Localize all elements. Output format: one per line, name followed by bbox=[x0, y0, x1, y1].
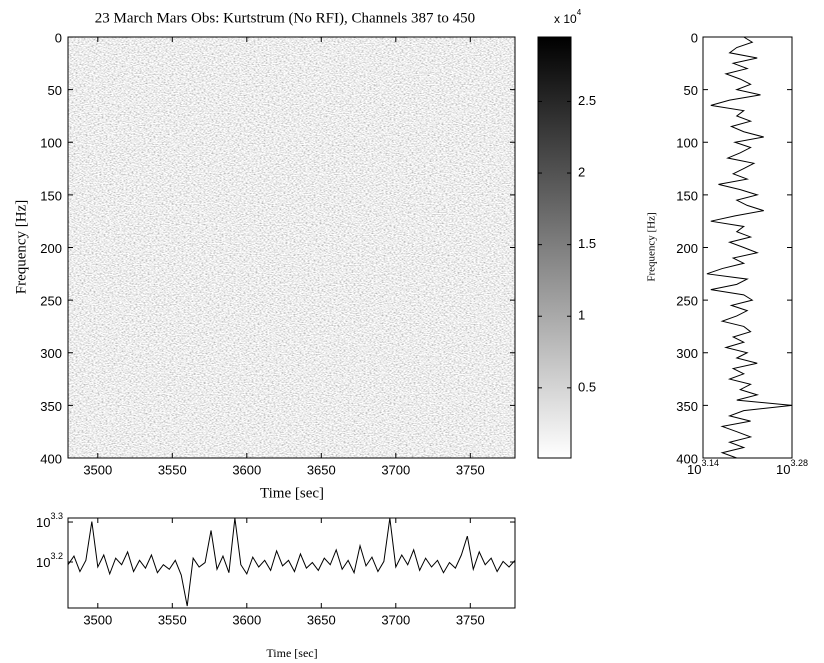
x-tick-label: 3750 bbox=[456, 462, 485, 477]
colorbar-tick-label: 1.5 bbox=[578, 236, 596, 251]
y-tick-label: 200 bbox=[676, 241, 698, 256]
x-tick-label: 3500 bbox=[83, 612, 112, 627]
y-tick-label: 250 bbox=[676, 294, 698, 309]
colorbar-tick-label: 2.5 bbox=[578, 93, 596, 108]
x-tick-label: 103.14 bbox=[687, 458, 719, 477]
y-tick-label: 300 bbox=[40, 346, 62, 361]
y-tick-label: 0 bbox=[691, 30, 698, 45]
colorbar-tick-label: 0.5 bbox=[578, 379, 596, 394]
colorbar-multiplier: x 104 bbox=[554, 8, 582, 26]
chart-title: 23 March Mars Obs: Kurtstrum (No RFI), C… bbox=[95, 10, 475, 26]
y-tick-label: 50 bbox=[48, 83, 62, 98]
y-tick-label: 400 bbox=[676, 451, 698, 466]
y-tick-label: 250 bbox=[40, 294, 62, 309]
x-tick-label: 3700 bbox=[381, 462, 410, 477]
y-tick-label: 103.3 bbox=[36, 511, 63, 530]
x-tick-label: 3650 bbox=[307, 462, 336, 477]
y-tick-label: 50 bbox=[684, 83, 698, 98]
y-tick-label: 200 bbox=[40, 241, 62, 256]
y-tick-label: 150 bbox=[676, 188, 698, 203]
x-tick-label: 3600 bbox=[232, 462, 261, 477]
y-tick-label: 150 bbox=[40, 188, 62, 203]
x-tick-label: 3500 bbox=[83, 462, 112, 477]
x-tick-label: 3650 bbox=[307, 612, 336, 627]
colorbar-tick-label: 1 bbox=[578, 308, 585, 323]
heatmap-image bbox=[68, 37, 515, 458]
y-tick-label: 400 bbox=[40, 451, 62, 466]
x-tick-label: 3750 bbox=[456, 612, 485, 627]
axes-frame bbox=[67, 517, 516, 609]
x-tick-label: 3550 bbox=[158, 612, 187, 627]
x-tick-label: 3550 bbox=[158, 462, 187, 477]
colorbar bbox=[537, 36, 572, 459]
y-tick-label: 100 bbox=[40, 136, 62, 151]
x-axis-label: Time [sec] bbox=[260, 485, 324, 501]
y-tick-label: 300 bbox=[676, 346, 698, 361]
x-axis-label: Time [sec] bbox=[266, 646, 317, 660]
y-axis-label: Frequency [Hz] bbox=[13, 200, 29, 295]
y-tick-label: 350 bbox=[676, 399, 698, 414]
y-axis-label: Frequency [Hz] bbox=[646, 212, 658, 281]
x-tick-label: 3600 bbox=[232, 612, 261, 627]
time-series-line bbox=[67, 518, 516, 607]
y-tick-label: 0 bbox=[55, 30, 62, 45]
y-tick-label: 350 bbox=[40, 399, 62, 414]
x-tick-label: 103.28 bbox=[776, 458, 808, 477]
x-tick-label: 3700 bbox=[381, 612, 410, 627]
y-tick-label: 100 bbox=[676, 136, 698, 151]
colorbar-tick-label: 2 bbox=[578, 164, 585, 179]
y-tick-label: 103.2 bbox=[36, 551, 63, 570]
profile-line bbox=[706, 36, 792, 459]
